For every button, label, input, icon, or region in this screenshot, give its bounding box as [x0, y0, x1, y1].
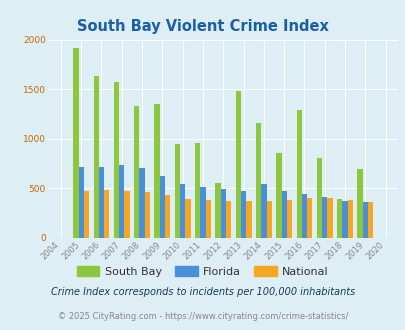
Bar — [215, 183, 220, 238]
Bar — [326, 198, 332, 238]
Bar — [180, 184, 185, 238]
Bar — [134, 106, 139, 238]
Bar — [83, 191, 89, 238]
Bar — [241, 191, 245, 238]
Bar — [104, 190, 109, 238]
Bar — [175, 144, 180, 238]
Bar — [367, 202, 373, 238]
Bar — [261, 184, 266, 238]
Bar — [220, 189, 225, 238]
Bar — [316, 158, 322, 238]
Bar — [296, 110, 301, 238]
Text: Crime Index corresponds to incidents per 100,000 inhabitants: Crime Index corresponds to incidents per… — [51, 287, 354, 297]
Bar — [119, 165, 124, 238]
Bar — [124, 191, 130, 238]
Bar — [245, 201, 251, 238]
Bar — [286, 200, 292, 238]
Bar — [144, 192, 150, 238]
Bar — [139, 168, 144, 238]
Bar — [307, 198, 312, 238]
Bar — [160, 176, 164, 238]
Bar — [322, 196, 327, 238]
Text: © 2025 CityRating.com - https://www.cityrating.com/crime-statistics/: © 2025 CityRating.com - https://www.city… — [58, 312, 347, 321]
Bar — [347, 200, 352, 238]
Bar — [113, 82, 119, 238]
Bar — [362, 202, 367, 238]
Text: South Bay Violent Crime Index: South Bay Violent Crime Index — [77, 19, 328, 34]
Bar — [341, 201, 347, 238]
Bar — [281, 191, 286, 238]
Bar — [185, 199, 190, 238]
Bar — [205, 200, 211, 238]
Bar — [195, 143, 200, 238]
Bar — [275, 153, 281, 238]
Bar — [255, 123, 261, 238]
Bar — [99, 167, 104, 238]
Bar — [73, 48, 79, 238]
Bar — [93, 76, 99, 238]
Bar — [235, 91, 240, 238]
Legend: South Bay, Florida, National: South Bay, Florida, National — [72, 261, 333, 281]
Bar — [79, 167, 83, 238]
Bar — [200, 187, 205, 238]
Bar — [164, 195, 170, 238]
Bar — [357, 169, 362, 238]
Bar — [336, 199, 342, 238]
Bar — [301, 194, 307, 238]
Bar — [225, 201, 231, 238]
Bar — [266, 201, 271, 238]
Bar — [154, 104, 160, 238]
